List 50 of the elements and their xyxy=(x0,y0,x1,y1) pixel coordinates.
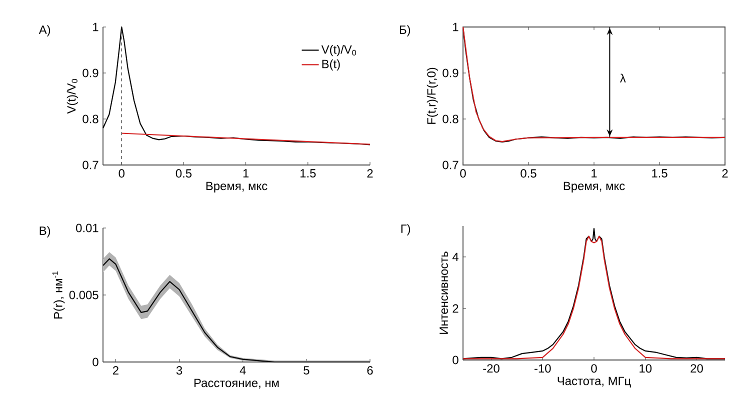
y-tick-label: 0 xyxy=(92,358,98,366)
x-tick-label: 0 xyxy=(460,169,466,178)
x-axis-title: Частота, МГц xyxy=(558,376,631,388)
x-axis-title: Время, мкс xyxy=(564,182,625,193)
text: В) xyxy=(40,226,50,238)
y-tick-label: 1 xyxy=(93,22,98,32)
text: Б) xyxy=(400,25,410,36)
x-tick-label: 2 xyxy=(112,366,118,375)
x-tick-label: 1 xyxy=(243,169,249,178)
x-axis-title: Время, мкс xyxy=(206,182,268,193)
y-axis-title: Интенсивность xyxy=(440,252,448,334)
y-tick-label: 0.8 xyxy=(442,114,458,124)
y-tick-label: 0.7 xyxy=(442,160,458,170)
x-tick-label: 0 xyxy=(591,364,597,373)
x-tick-label: -10 xyxy=(534,364,551,373)
x-tick-label: 0 xyxy=(118,169,124,178)
y-tick-label: 0.005 xyxy=(69,290,98,300)
x-tick-label: 6 xyxy=(367,366,373,375)
y-tick-label: 4 xyxy=(452,252,458,262)
text: А) xyxy=(38,25,50,36)
x-tick-label: 0.5 xyxy=(176,169,192,178)
y-tick-label: 1 xyxy=(453,22,458,32)
legend-label: V(t)/V$_{0}$ xyxy=(321,44,356,56)
y-axis-title: V(t)/V$_{0}$ xyxy=(66,79,78,114)
text: Г) xyxy=(401,224,410,236)
y-axis-title: P(r), нм$^{-1}$ xyxy=(52,271,65,318)
x-tick-label: 20 xyxy=(690,364,703,373)
x-tick-label: 1.5 xyxy=(300,169,316,178)
y-tick-label: 0.7 xyxy=(82,160,98,170)
x-tick-label: 10 xyxy=(640,364,652,373)
y-tick-label: 0.9 xyxy=(442,68,458,78)
y-tick-label: 2 xyxy=(452,304,458,313)
y-tick-label: 0 xyxy=(452,356,458,364)
x-tick-label: 3 xyxy=(176,366,182,375)
x-tick-label: 2 xyxy=(722,169,728,178)
x-tick-label: 5 xyxy=(304,366,310,375)
x-tick-label: 1.5 xyxy=(652,169,668,178)
x-tick-label: -20 xyxy=(483,364,500,373)
annotation: λ xyxy=(620,74,626,82)
y-tick-label: 0.8 xyxy=(82,114,98,124)
x-tick-label: 2 xyxy=(367,169,373,178)
y-tick-label: 0.01 xyxy=(76,224,98,232)
x-tick-label: 0.5 xyxy=(520,169,536,178)
y-tick-label: 0.9 xyxy=(82,68,98,78)
x-axis-title: Расстояние, нм xyxy=(194,378,279,389)
x-tick-label: 1 xyxy=(592,169,597,178)
y-axis-title: F(t,r)/F(r,0) xyxy=(426,68,438,124)
legend-label: B(t) xyxy=(322,59,340,71)
x-tick-label: 4 xyxy=(240,366,246,374)
line-series xyxy=(462,26,726,143)
